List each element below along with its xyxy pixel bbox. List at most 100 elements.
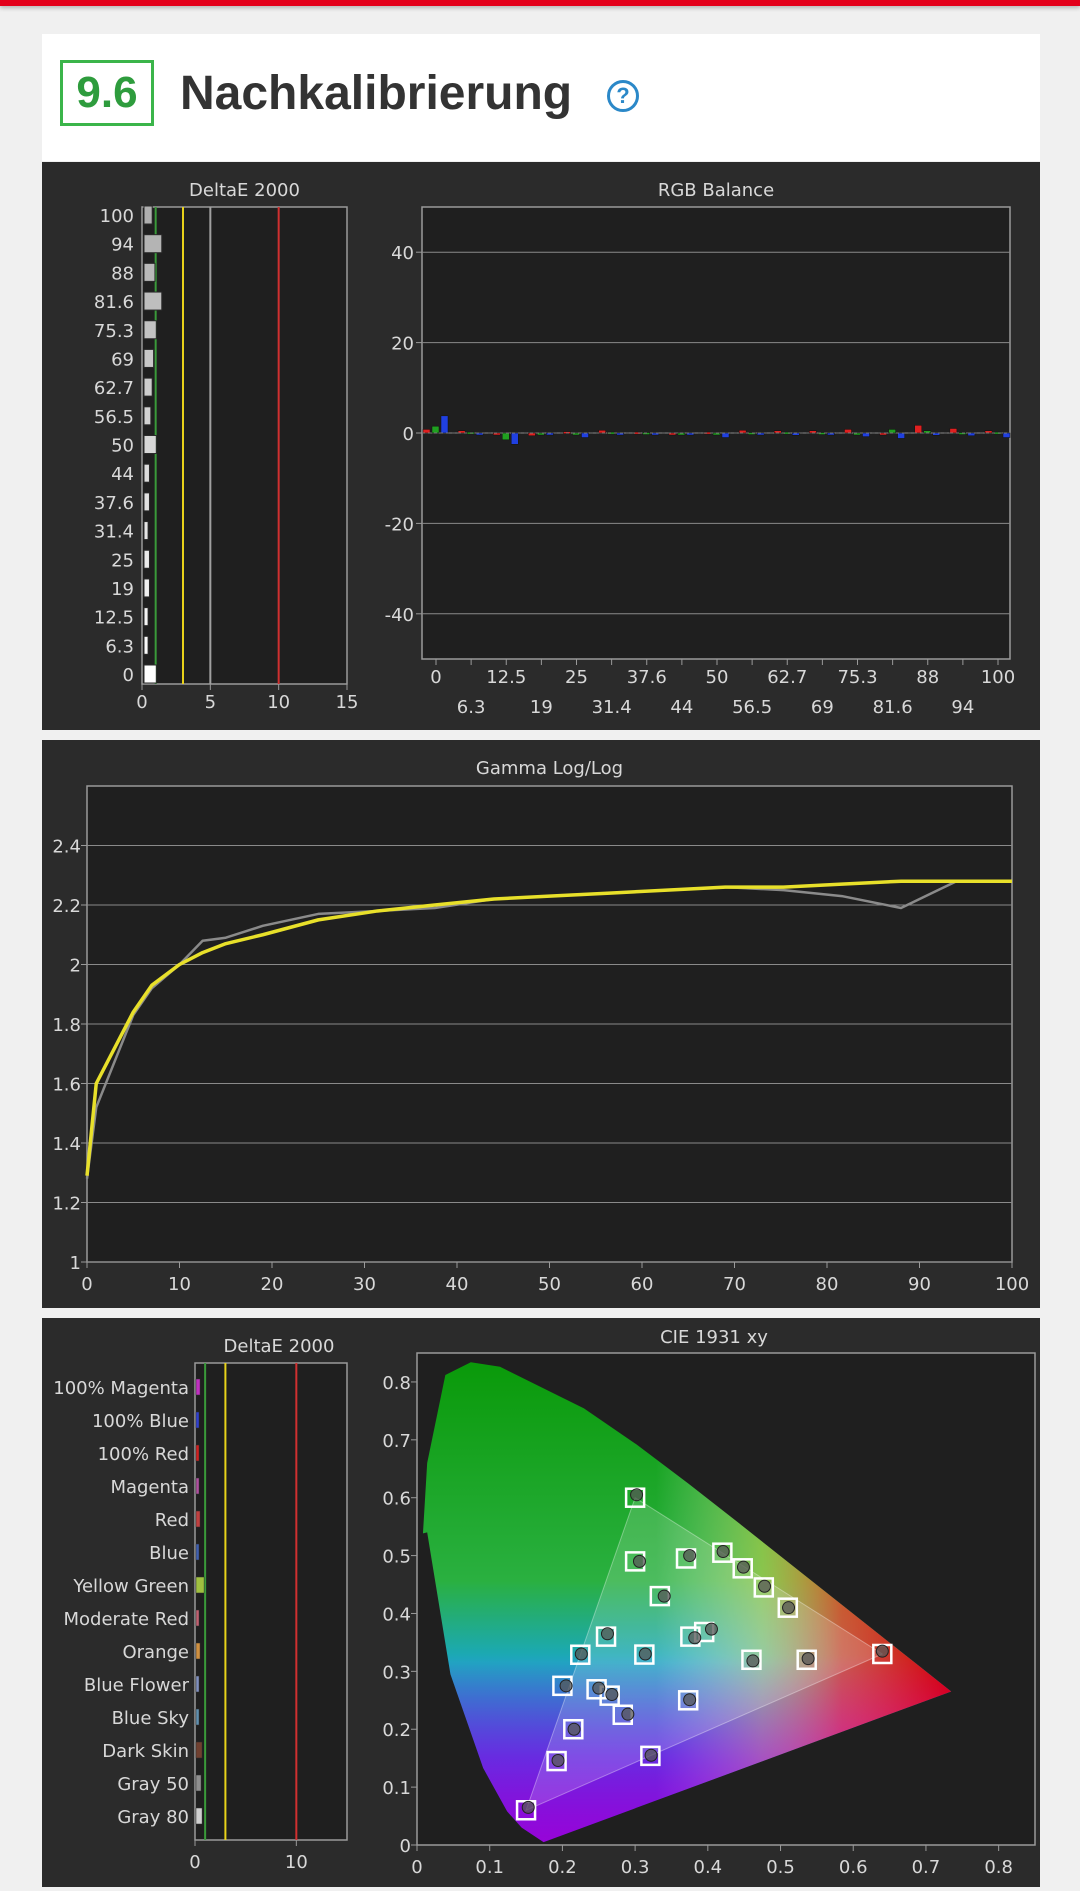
x-tick-label: 88 (916, 667, 939, 688)
chart-title: DeltaE 2000 (224, 1336, 335, 1357)
delta-bar (195, 1741, 203, 1759)
measured-point (567, 1722, 581, 1736)
category-label: Moderate Red (63, 1609, 189, 1630)
delta-bar (143, 406, 152, 426)
delta-bar (195, 1774, 202, 1792)
gamma-target-line (85, 879, 1012, 1176)
category-label: 31.4 (94, 522, 134, 543)
delta-bar (195, 1609, 200, 1627)
question-circle-icon[interactable]: ? (607, 80, 639, 112)
category-label: 81.6 (94, 292, 134, 313)
category-label: Blue Sky (112, 1708, 190, 1729)
balance-bar (967, 432, 976, 436)
category-label: Magenta (110, 1477, 189, 1498)
delta-bar (195, 1675, 200, 1693)
measured-point (801, 1652, 815, 1666)
delta-bar (195, 1642, 201, 1660)
balance-bar (897, 432, 905, 439)
target-square (634, 1644, 655, 1665)
x-tick-label: 30 (353, 1274, 376, 1295)
balance-bar (502, 432, 510, 441)
chart-title: RGB Balance (658, 180, 774, 201)
measured-point (574, 1647, 588, 1661)
x-tick-label: 62.7 (767, 667, 807, 688)
x-tick-label: 0.3 (621, 1857, 650, 1878)
x-tick-label: 19 (530, 697, 553, 718)
x-tick-label: 100 (995, 1274, 1029, 1295)
balance-bar (747, 432, 756, 435)
panel-gamma: Gamma Log/Log 1 1.2 1.4 1.6 1.8 2 2.2 2.4 0 10 20 30… (42, 740, 1040, 1308)
x-tick-label: 40 (446, 1274, 469, 1295)
delta-bar (195, 1807, 203, 1825)
x-tick-label: 10 (267, 692, 290, 713)
x-tick-label: 10 (168, 1274, 191, 1295)
delta-bar (143, 463, 150, 483)
category-label: Gray 80 (117, 1807, 189, 1828)
x-tick-label: 90 (908, 1274, 931, 1295)
target-square (741, 1649, 762, 1671)
y-tick-label: -40 (385, 605, 414, 626)
delta-bar (143, 607, 149, 627)
target-square (586, 1679, 607, 1700)
delta-bar (143, 549, 150, 569)
measured-point (600, 1627, 614, 1641)
x-tick-label: 15 (336, 692, 359, 713)
x-tick-label: 0 (81, 1274, 92, 1295)
delta-bar (143, 492, 150, 512)
x-tick-label: 0.8 (984, 1857, 1013, 1878)
plot-area (194, 1362, 348, 1841)
spectral-locus-purple (422, 1362, 952, 1843)
y-tick-label: 0.2 (382, 1720, 411, 1741)
y-tick-label: 2.4 (52, 837, 81, 858)
x-tick-label: 100 (981, 667, 1015, 688)
balance-bar (686, 432, 695, 436)
y-tick-label: 0.5 (382, 1547, 411, 1568)
x-tick-label: 80 (816, 1274, 839, 1295)
balance-bar (475, 432, 484, 436)
category-label: Dark Skin (102, 1741, 189, 1762)
delta-bar (195, 1477, 200, 1495)
x-tick-label: 69 (811, 697, 834, 718)
delta-bar (143, 320, 157, 340)
delta-bar (143, 377, 153, 397)
x-tick-label: 75.3 (837, 667, 877, 688)
y-tick-label: 2.2 (52, 896, 81, 917)
target-square (563, 1718, 584, 1740)
y-tick-label: 0.8 (382, 1373, 411, 1394)
x-tick-label: 0.7 (912, 1857, 941, 1878)
target-square (777, 1597, 799, 1618)
measured-point (736, 1560, 750, 1574)
balance-bar (511, 432, 519, 445)
category-label: 0 (123, 665, 134, 686)
category-label: 62.7 (94, 378, 134, 399)
colorchecker-charts-svg: DeltaE 2000 100% Magenta 100% Blue 100% Red… (53, 1327, 1036, 1878)
measured-point (704, 1622, 718, 1636)
balance-bar (1002, 432, 1011, 438)
balance-bar (668, 432, 677, 436)
x-tick-label: 37.6 (627, 667, 667, 688)
y-tick-label: 0.3 (382, 1662, 411, 1683)
target-square (732, 1558, 753, 1579)
x-tick-label: 0 (189, 1852, 200, 1873)
x-tick-label: 20 (261, 1274, 284, 1295)
y-tick-label: 20 (391, 334, 414, 355)
category-label: 100% Red (98, 1444, 189, 1465)
plot-area (141, 206, 348, 685)
balance-bar (422, 429, 431, 434)
category-label: 100 (100, 206, 134, 227)
delta-bar (195, 1444, 200, 1462)
category-label: 100% Blue (92, 1411, 189, 1432)
x-tick-label: 81.6 (873, 697, 913, 718)
delta-bar (143, 635, 149, 655)
gamma-chart-svg: Gamma Log/Log 1 1.2 1.4 1.6 1.8 2 2.2 2.4 0 10 20 30… (52, 758, 1029, 1295)
target-square (640, 1745, 661, 1767)
delta-bar (195, 1378, 201, 1396)
balance-bar (888, 429, 896, 434)
measured-point (716, 1545, 730, 1559)
balance-bar (721, 432, 730, 438)
balance-bar (914, 425, 922, 434)
balance-bar (572, 432, 580, 436)
category-label: 94 (111, 235, 134, 256)
measured-point (632, 1554, 646, 1568)
measured-point (621, 1707, 635, 1721)
